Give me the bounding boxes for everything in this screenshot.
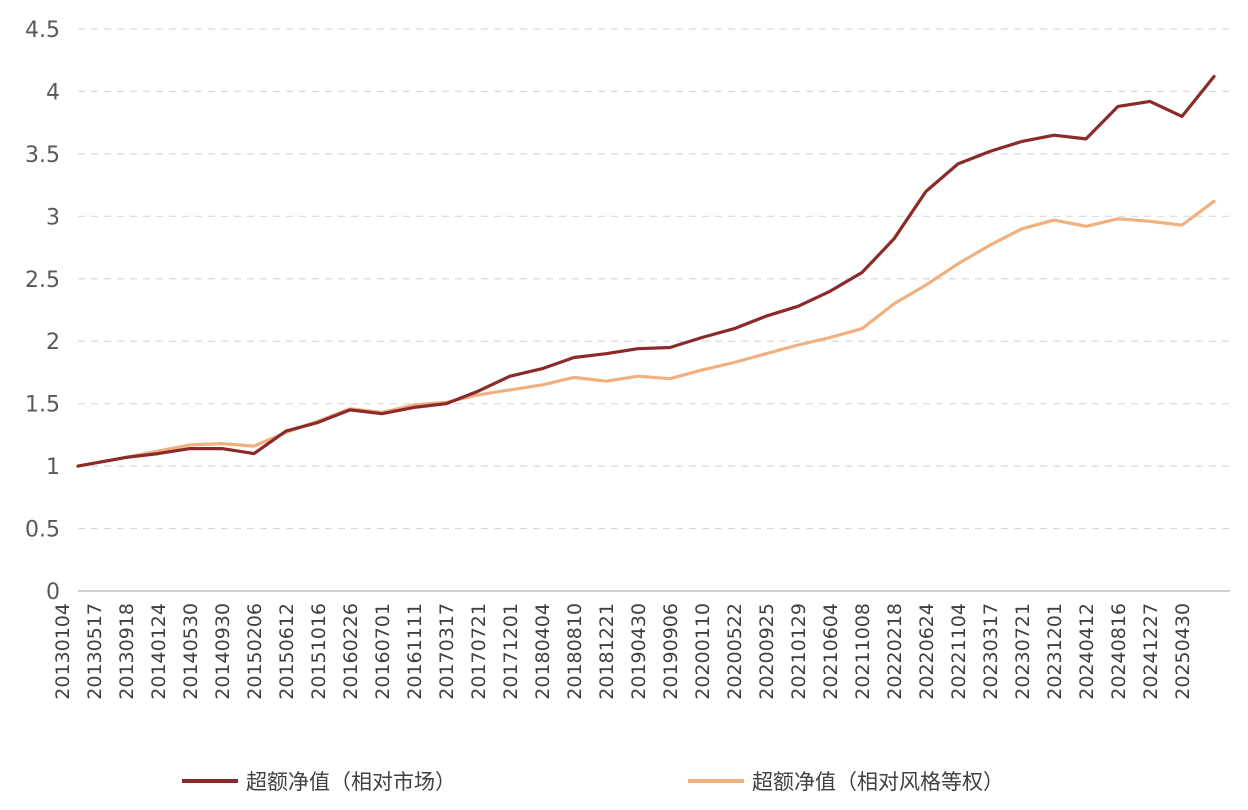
- legend-label-style: 超额净值（相对风格等权）: [752, 770, 1004, 794]
- y-tick-label: 1: [46, 455, 60, 480]
- x-tick-label: 20180404: [532, 603, 554, 700]
- x-tick-label: 20170721: [468, 603, 490, 700]
- x-tick-label: 20221104: [948, 603, 970, 700]
- x-tick-label: 20200522: [724, 603, 746, 700]
- y-tick-label: 0.5: [25, 518, 60, 543]
- x-axis: 20130104 20130517 20130918 20140124 20140530…: [52, 603, 1194, 700]
- x-tick-label: 20231201: [1044, 603, 1066, 700]
- x-tick-label: 20130918: [116, 603, 138, 700]
- y-tick-label: 3: [46, 205, 60, 230]
- x-tick-label: 20171201: [500, 603, 522, 700]
- x-tick-label: 20200110: [692, 603, 714, 700]
- y-tick-label: 3.5: [25, 143, 60, 168]
- series-line-style: [76, 199, 1216, 468]
- x-tick-label: 20150206: [244, 603, 266, 700]
- x-tick-label: 20210604: [820, 603, 842, 700]
- x-tick-label: 20140530: [180, 603, 202, 700]
- x-tick-label: 20190906: [660, 603, 682, 700]
- y-tick-label: 1.5: [25, 393, 60, 418]
- x-tick-label: 20240412: [1076, 603, 1098, 700]
- x-tick-label: 20230721: [1012, 603, 1034, 700]
- x-tick-label: 20150612: [276, 603, 298, 700]
- x-tick-label: 20211008: [852, 603, 874, 700]
- y-tick-label: 2.5: [25, 268, 60, 293]
- x-tick-label: 20190430: [628, 603, 650, 700]
- x-tick-label: 20181221: [596, 603, 618, 700]
- x-tick-label: 20220624: [916, 603, 938, 700]
- x-tick-label: 20160226: [340, 603, 362, 700]
- x-tick-label: 20140930: [212, 603, 234, 700]
- x-tick-label: 20151016: [308, 603, 330, 700]
- x-tick-label: 20240816: [1108, 603, 1130, 700]
- y-tick-label: 4: [46, 80, 60, 105]
- x-tick-label: 20180810: [564, 603, 586, 700]
- legend: 超额净值（相对市场） 超额净值（相对风格等权）: [182, 770, 1004, 794]
- x-tick-label: 20250430: [1172, 603, 1194, 700]
- legend-label-market: 超额净值（相对市场）: [246, 770, 456, 794]
- x-tick-label: 20130104: [52, 603, 74, 700]
- x-tick-label: 20220218: [884, 603, 906, 700]
- x-tick-label: 20230317: [980, 603, 1002, 700]
- gridlines: [78, 28, 1230, 530]
- y-tick-label: 0: [46, 580, 60, 605]
- series-lines: [76, 74, 1216, 468]
- x-tick-label: 20161111: [404, 603, 426, 700]
- y-tick-label: 2: [46, 330, 60, 355]
- x-tick-label: 20130517: [84, 603, 106, 700]
- y-tick-label: 4.5: [25, 18, 60, 43]
- y-axis: 0 0.5 1 1.5 2 2.5 3 3.5 4 4.5: [25, 18, 60, 605]
- x-tick-label: 20241227: [1140, 603, 1162, 700]
- x-tick-label: 20200925: [756, 603, 778, 700]
- x-tick-label: 20170317: [436, 603, 458, 700]
- series-line-market: [76, 74, 1216, 468]
- x-tick-label: 20160701: [372, 603, 394, 700]
- x-tick-label: 20140124: [148, 603, 170, 700]
- x-tick-label: 20210129: [788, 603, 810, 700]
